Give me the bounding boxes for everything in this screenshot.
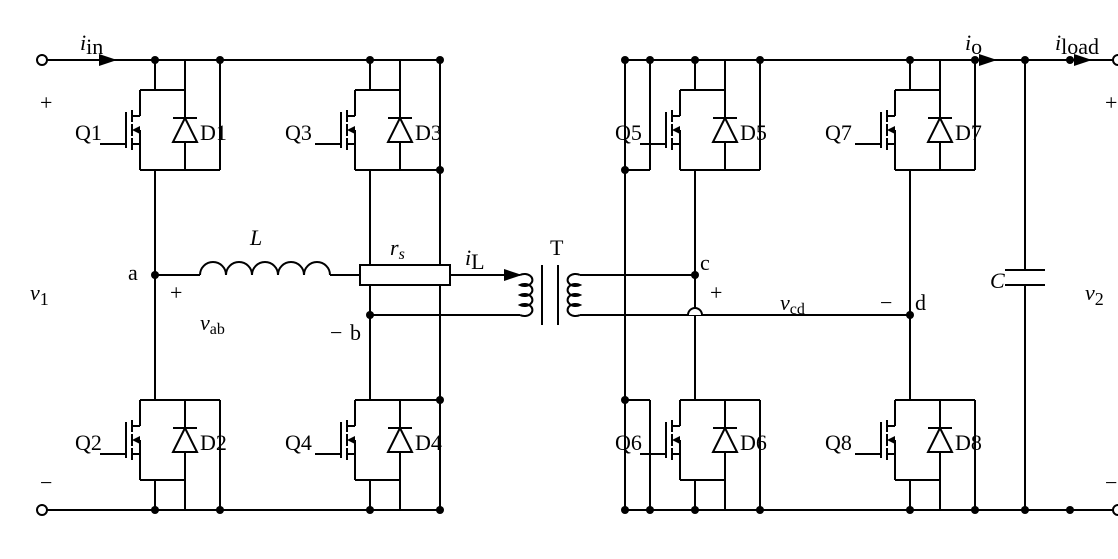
label-T: T (550, 235, 564, 260)
polarity-v2-minus: − (1105, 470, 1117, 495)
input-terminal-top (37, 55, 47, 65)
label-iL: iL (465, 245, 485, 274)
label-D3: D3 (415, 120, 442, 145)
label-Q7: Q7 (825, 120, 852, 145)
output-terminal-top (1113, 55, 1118, 65)
polarity-v1-plus: + (40, 90, 52, 115)
diode-d6 (713, 400, 737, 480)
mosfet-q6 (640, 400, 680, 480)
label-Q6: Q6 (615, 430, 642, 455)
mosfet-q5 (640, 90, 680, 170)
input-terminal-bottom (37, 505, 47, 515)
diode-d1 (173, 90, 197, 170)
label-vab: vab (200, 310, 225, 338)
label-D4: D4 (415, 430, 442, 455)
label-L: L (249, 225, 262, 250)
mosfet-q4 (315, 400, 355, 480)
mosfet-q3 (315, 90, 355, 170)
label-Q1: Q1 (75, 120, 102, 145)
label-node-a: a (128, 260, 138, 285)
dual-active-bridge-circuit: iin io iload iL + − v1 + − v2 a b c d + … (20, 20, 1118, 539)
label-io: io (965, 30, 982, 59)
label-D5: D5 (740, 120, 767, 145)
label-iload: iload (1055, 30, 1099, 59)
label-node-d: d (915, 290, 926, 315)
resistor-rs (360, 265, 450, 285)
mosfet-q8 (855, 400, 895, 480)
label-node-b: b (350, 320, 361, 345)
label-Q5: Q5 (615, 120, 642, 145)
output-terminal-bottom (1113, 505, 1118, 515)
label-Q2: Q2 (75, 430, 102, 455)
polarity-vcd-plus: + (710, 280, 722, 305)
label-Q4: Q4 (285, 430, 312, 455)
label-rs: rs (390, 235, 405, 263)
polarity-vab-plus: + (170, 280, 182, 305)
label-vcd: vcd (780, 290, 805, 318)
inductor-L (200, 262, 330, 275)
label-C: C (990, 268, 1005, 293)
diode-d3 (388, 90, 412, 170)
label-iin: iin (80, 30, 103, 59)
label-D2: D2 (200, 430, 227, 455)
label-D8: D8 (955, 430, 982, 455)
label-v1: v1 (30, 280, 49, 309)
diode-d4 (388, 400, 412, 480)
label-D6: D6 (740, 430, 767, 455)
label-Q8: Q8 (825, 430, 852, 455)
polarity-v2-plus: + (1105, 90, 1117, 115)
mosfet-q2 (100, 400, 140, 480)
label-D1: D1 (200, 120, 227, 145)
mosfet-q7 (855, 90, 895, 170)
diode-d7 (928, 90, 952, 170)
mosfet-q1 (100, 90, 140, 170)
label-node-c: c (700, 250, 710, 275)
transformer-secondary (568, 274, 580, 316)
label-D7: D7 (955, 120, 982, 145)
label-Q3: Q3 (285, 120, 312, 145)
polarity-vcd-minus: − (880, 290, 892, 315)
polarity-vab-minus: − (330, 320, 342, 345)
diode-d5 (713, 90, 737, 170)
polarity-v1-minus: − (40, 470, 52, 495)
transformer-primary (520, 274, 532, 316)
label-v2: v2 (1085, 280, 1104, 309)
diode-d8 (928, 400, 952, 480)
diode-d2 (173, 400, 197, 480)
